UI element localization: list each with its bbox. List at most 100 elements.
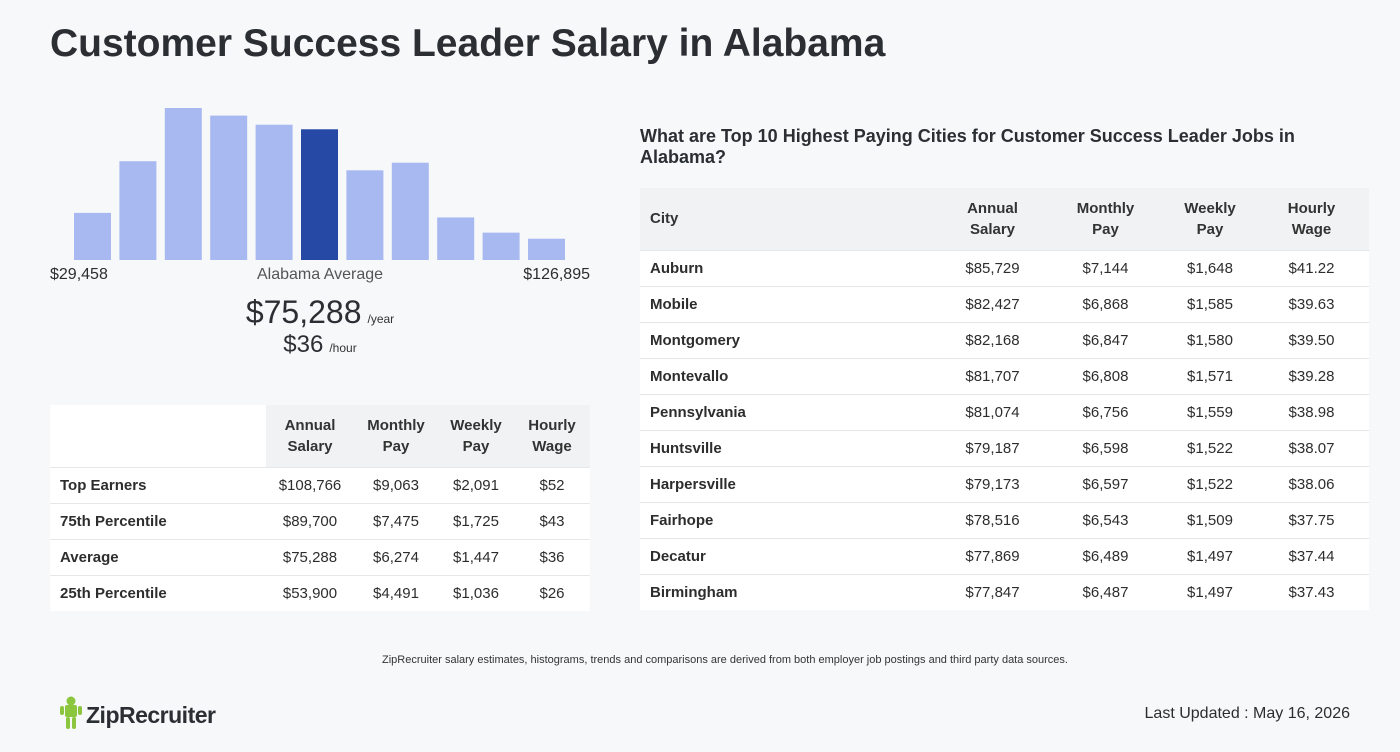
row-label: Top Earners <box>50 466 266 503</box>
histogram-bar <box>482 232 520 260</box>
annual-cell: $85,729 <box>940 249 1045 286</box>
weekly-cell: $1,725 <box>438 502 514 539</box>
data-source-footnote: ZipRecruiter salary estimates, histogram… <box>382 654 1068 666</box>
monthly-cell: $6,274 <box>354 538 438 575</box>
table-row: 75th Percentile $89,700 $7,475 $1,725 $4… <box>50 502 590 539</box>
hourly-cell: $43 <box>514 502 590 539</box>
hourly-cell: $37.44 <box>1254 537 1369 574</box>
ziprecruiter-logo[interactable]: ZipRecruiter <box>60 696 216 735</box>
hourly-cell: $39.50 <box>1254 321 1369 358</box>
average-hourly-unit: /hour <box>329 341 357 355</box>
table-row: Mobile $82,427 $6,868 $1,585 $39.63 <box>640 285 1369 322</box>
histogram-bar-average <box>301 129 338 260</box>
header-annual-salary: Annual Salary <box>940 188 1045 250</box>
weekly-cell: $1,036 <box>438 574 514 611</box>
annual-cell: $82,427 <box>940 285 1045 322</box>
hourly-cell: $39.28 <box>1254 357 1369 394</box>
monthly-cell: $7,475 <box>354 502 438 539</box>
histogram-bar <box>528 238 565 260</box>
histogram-chart <box>74 108 565 260</box>
city-name: Montevallo <box>640 357 940 394</box>
average-yearly-value: $75,288 <box>245 294 362 330</box>
annual-cell: $53,900 <box>266 574 354 611</box>
table-row: Top Earners $108,766 $9,063 $2,091 $52 <box>50 466 590 503</box>
hourly-cell: $39.63 <box>1254 285 1369 322</box>
histogram-bar <box>255 124 293 260</box>
hourly-cell: $37.75 <box>1254 501 1369 538</box>
table-row: Birmingham $77,847 $6,487 $1,497 $37.43 <box>640 573 1369 610</box>
hourly-cell: $41.22 <box>1254 249 1369 286</box>
salary-histogram <box>50 100 590 260</box>
annual-cell: $78,516 <box>940 501 1045 538</box>
histogram-bar <box>391 162 429 260</box>
logo-text: ZipRecruiter <box>86 702 216 728</box>
table-row: Montgomery $82,168 $6,847 $1,580 $39.50 <box>640 321 1369 358</box>
hourly-cell: $38.07 <box>1254 429 1369 466</box>
hourly-cell: $38.98 <box>1254 393 1369 430</box>
header-hourly-wage: Hourly Wage <box>514 405 590 467</box>
table-row: Decatur $77,869 $6,489 $1,497 $37.44 <box>640 537 1369 574</box>
city-name: Harpersville <box>640 465 940 502</box>
hourly-cell: $37.43 <box>1254 573 1369 610</box>
annual-cell: $77,847 <box>940 573 1045 610</box>
annual-cell: $79,187 <box>940 429 1045 466</box>
weekly-cell: $1,509 <box>1166 501 1254 538</box>
histogram-max-label: $126,895 <box>523 266 590 283</box>
header-annual-salary: Annual Salary <box>266 405 354 467</box>
histogram-bar <box>119 161 157 260</box>
monthly-cell: $6,543 <box>1045 501 1166 538</box>
header-weekly-pay: Weekly Pay <box>438 405 514 467</box>
header-weekly-pay: Weekly Pay <box>1166 188 1254 250</box>
histogram-bar <box>346 170 384 260</box>
table-row: Montevallo $81,707 $6,808 $1,571 $39.28 <box>640 357 1369 394</box>
monthly-cell: $6,597 <box>1045 465 1166 502</box>
table-row: Pennsylvania $81,074 $6,756 $1,559 $38.98 <box>640 393 1369 430</box>
row-label: 75th Percentile <box>50 502 266 539</box>
monthly-cell: $6,808 <box>1045 357 1166 394</box>
last-updated: Last Updated : May 16, 2026 <box>1144 705 1350 722</box>
average-yearly: $75,288/year <box>0 294 640 331</box>
hourly-cell: $52 <box>514 466 590 503</box>
monthly-cell: $6,598 <box>1045 429 1166 466</box>
histogram-min-label: $29,458 <box>50 266 108 283</box>
table-row: Harpersville $79,173 $6,597 $1,522 $38.06 <box>640 465 1369 502</box>
weekly-cell: $1,522 <box>1166 429 1254 466</box>
city-name: Pennsylvania <box>640 393 940 430</box>
weekly-cell: $1,497 <box>1166 537 1254 574</box>
annual-cell: $108,766 <box>266 466 354 503</box>
monthly-cell: $6,847 <box>1045 321 1166 358</box>
monthly-cell: $4,491 <box>354 574 438 611</box>
row-label: 25th Percentile <box>50 574 266 611</box>
annual-cell: $79,173 <box>940 465 1045 502</box>
top-cities-table: City Annual Salary Monthly Pay Weekly Pay H… <box>640 188 1369 610</box>
weekly-cell: $1,648 <box>1166 249 1254 286</box>
weekly-cell: $1,571 <box>1166 357 1254 394</box>
table-row: Average $75,288 $6,274 $1,447 $36 <box>50 538 590 575</box>
page-title: Customer Success Leader Salary in Alabam… <box>50 22 886 65</box>
monthly-cell: $6,489 <box>1045 537 1166 574</box>
header-monthly-pay: Monthly Pay <box>1045 188 1166 250</box>
monthly-cell: $6,868 <box>1045 285 1166 322</box>
table-row: Fairhope $78,516 $6,543 $1,509 $37.75 <box>640 501 1369 538</box>
annual-cell: $89,700 <box>266 502 354 539</box>
row-label: Average <box>50 538 266 575</box>
percentile-table-header: Annual Salary Monthly Pay Weekly Pay Hourly… <box>50 405 590 467</box>
header-city: City <box>640 188 940 250</box>
hourly-cell: $38.06 <box>1254 465 1369 502</box>
percentile-table: Annual Salary Monthly Pay Weekly Pay Hourly… <box>50 405 590 611</box>
table-row: Huntsville $79,187 $6,598 $1,522 $38.07 <box>640 429 1369 466</box>
weekly-cell: $1,559 <box>1166 393 1254 430</box>
annual-cell: $77,869 <box>940 537 1045 574</box>
histogram-average-label: Alabama Average <box>257 266 384 283</box>
histogram-bar <box>74 212 111 260</box>
city-name: Decatur <box>640 537 940 574</box>
zip-mascot-icon <box>60 696 82 735</box>
hourly-cell: $26 <box>514 574 590 611</box>
city-name: Huntsville <box>640 429 940 466</box>
annual-cell: $81,074 <box>940 393 1045 430</box>
annual-cell: $82,168 <box>940 321 1045 358</box>
city-name: Birmingham <box>640 573 940 610</box>
city-name: Mobile <box>640 285 940 322</box>
monthly-cell: $7,144 <box>1045 249 1166 286</box>
weekly-cell: $1,585 <box>1166 285 1254 322</box>
